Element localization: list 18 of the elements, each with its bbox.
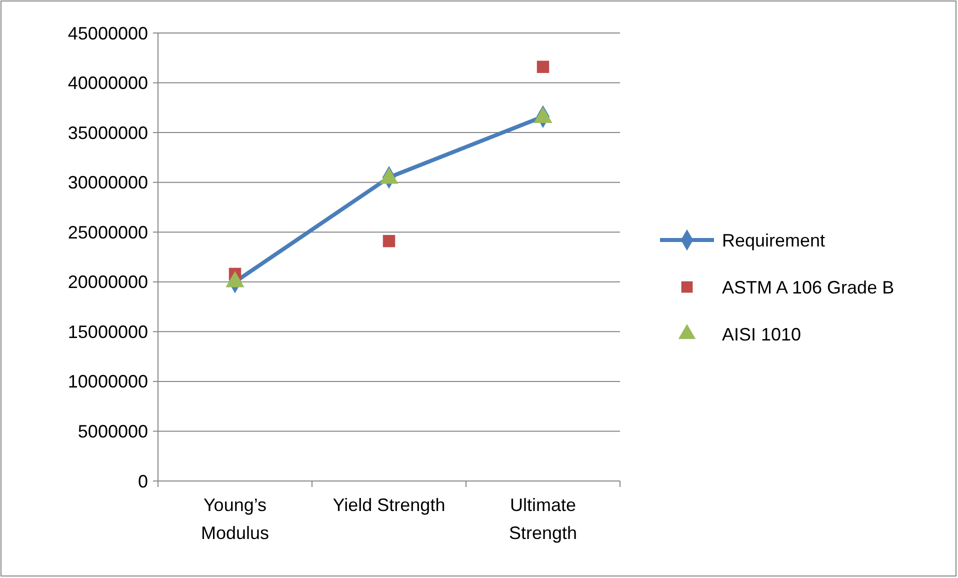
legend-label: ASTM A 106 Grade B [722,277,894,298]
y-tick-label: 25000000 [68,222,148,242]
x-tick-label: Young’s Modulus [200,495,270,543]
y-tick-label: 10000000 [68,372,148,392]
legend-label: Requirement [722,230,826,250]
x-tick-label: Yield Strength [332,495,446,515]
point [382,234,396,248]
legend-label: AISI 1010 [722,324,802,344]
y-tick-label: 30000000 [68,172,148,193]
point [536,60,550,73]
y-tick-label: 40000000 [68,73,148,94]
y-tick-label: 15000000 [68,322,148,342]
x-tick-label: Ultimate Strength [508,495,578,543]
y-tick-label: 45000000 [68,23,148,44]
y-tick-label: 20000000 [68,272,148,292]
y-tick-label: 35000000 [68,122,148,143]
y-tick-label: 5000000 [78,422,148,442]
y-tick-label: 0 [138,471,148,492]
